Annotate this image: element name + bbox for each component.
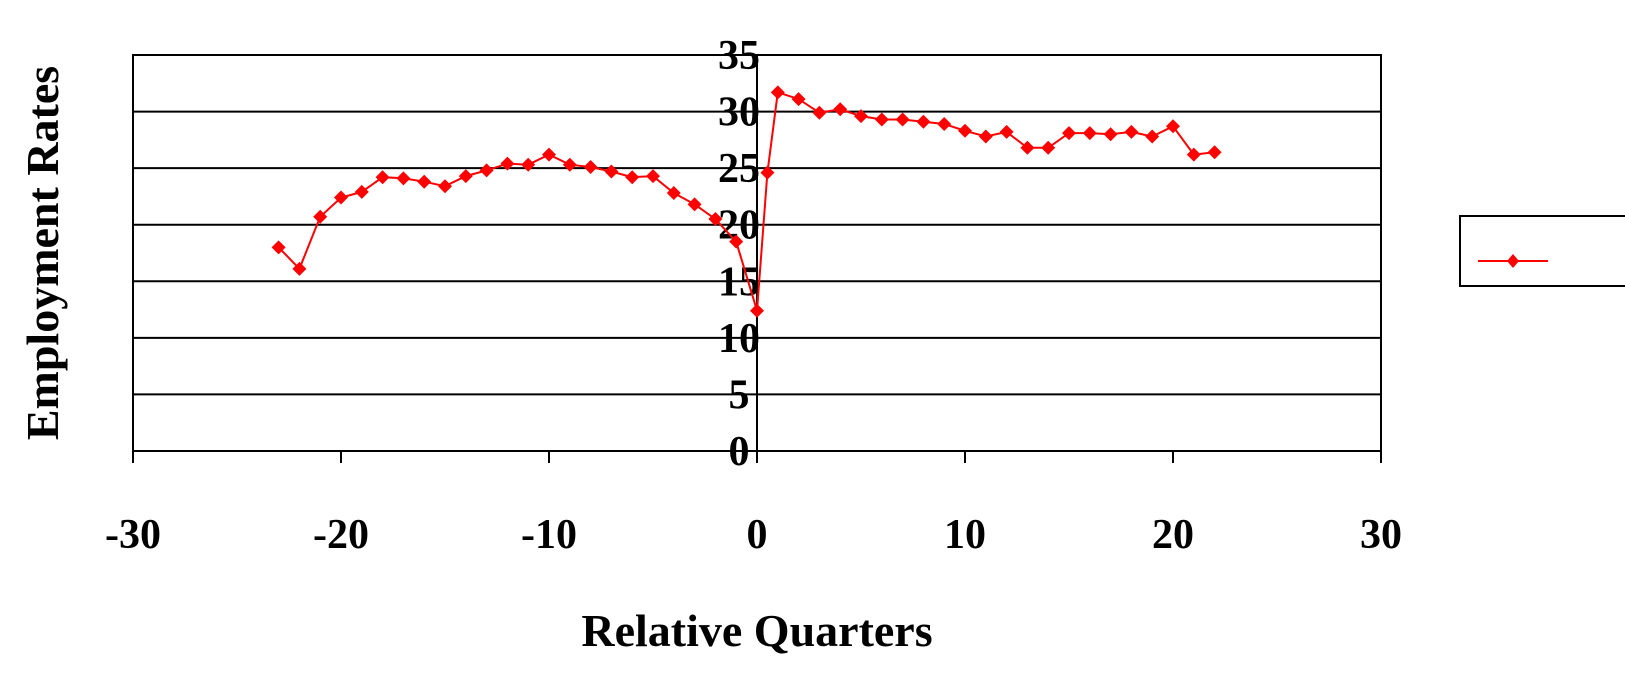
data-point <box>874 112 889 127</box>
data-point <box>812 105 827 120</box>
data-point <box>334 190 348 205</box>
data-point <box>750 303 764 318</box>
y-tick-label-0: 0 <box>729 429 750 475</box>
data-point <box>1103 127 1118 142</box>
x-axis-ticks: -30 -20 -10 0 10 20 30 <box>105 451 1402 558</box>
x-tick-label-0: 0 <box>747 512 768 558</box>
data-point <box>375 170 390 185</box>
data-point <box>1082 126 1097 141</box>
x-tick-label-10: 10 <box>944 512 986 558</box>
y-tick-label-25: 25 <box>718 146 760 192</box>
data-point <box>791 92 806 107</box>
data-point <box>833 102 848 117</box>
x-tick-label--10: -10 <box>521 512 577 558</box>
data-point <box>292 261 307 276</box>
data-point <box>1145 129 1160 144</box>
data-point <box>500 156 515 171</box>
data-point <box>479 163 494 178</box>
data-point <box>417 174 432 189</box>
data-point <box>1062 126 1076 141</box>
data-point <box>895 112 910 127</box>
data-point <box>760 165 775 180</box>
x-axis-title: Relative Quarters <box>581 605 932 656</box>
data-point <box>1166 119 1180 134</box>
data-point <box>521 157 536 172</box>
legend-box <box>1459 215 1625 287</box>
data-point <box>937 117 952 132</box>
data-point <box>1207 145 1222 160</box>
data-point <box>1186 147 1201 162</box>
data-point <box>458 169 473 184</box>
y-tick-label-35: 35 <box>718 33 760 79</box>
data-point <box>583 160 598 175</box>
data-point <box>666 186 681 201</box>
y-tick-label-30: 30 <box>718 90 760 136</box>
y-tick-label-10: 10 <box>718 316 760 362</box>
data-point <box>999 124 1014 139</box>
data-point <box>1041 140 1056 155</box>
x-tick-label--30: -30 <box>105 512 161 558</box>
data-point <box>770 85 785 100</box>
legend-marker-swatch <box>1507 254 1519 268</box>
data-point <box>313 209 328 224</box>
data-point <box>687 197 702 212</box>
data-point <box>438 179 452 194</box>
data-point <box>396 171 411 186</box>
x-tick-label-20: 20 <box>1152 512 1194 558</box>
y-tick-label-5: 5 <box>729 372 750 418</box>
data-point <box>354 184 369 199</box>
data-point <box>854 109 868 124</box>
data-point <box>646 169 660 184</box>
series-layer <box>271 85 1222 318</box>
x-tick-label-30: 30 <box>1360 512 1402 558</box>
data-point <box>562 157 577 172</box>
data-point <box>958 123 972 138</box>
data-point <box>1124 124 1139 139</box>
legend <box>1459 215 1625 287</box>
data-point <box>542 147 556 162</box>
data-point <box>916 114 931 129</box>
data-point <box>604 164 619 179</box>
data-point <box>1020 140 1035 155</box>
y-axis-title: Employment Rates <box>17 66 68 440</box>
data-point <box>978 129 993 144</box>
x-tick-label--20: -20 <box>313 512 369 558</box>
data-point <box>729 234 744 249</box>
data-point <box>708 212 723 227</box>
data-point <box>625 170 640 185</box>
data-point <box>271 240 286 255</box>
